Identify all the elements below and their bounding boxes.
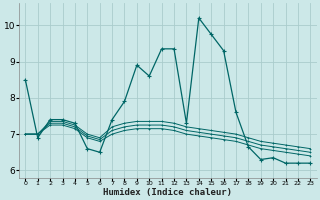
- X-axis label: Humidex (Indice chaleur): Humidex (Indice chaleur): [103, 188, 232, 197]
